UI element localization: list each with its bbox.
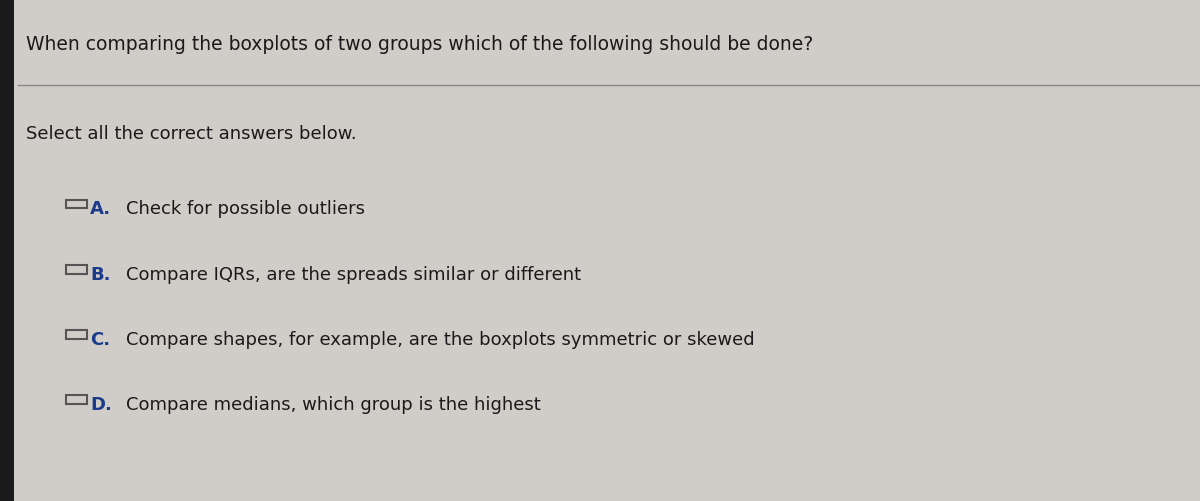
Text: Compare IQRs, are the spreads similar or different: Compare IQRs, are the spreads similar or… (126, 266, 581, 284)
Text: Select all the correct answers below.: Select all the correct answers below. (26, 125, 358, 143)
Text: When comparing the boxplots of two groups which of the following should be done?: When comparing the boxplots of two group… (26, 35, 814, 54)
Text: Check for possible outliers: Check for possible outliers (126, 200, 365, 218)
Text: Compare medians, which group is the highest: Compare medians, which group is the high… (126, 396, 541, 414)
Text: A.: A. (90, 200, 112, 218)
Text: Compare shapes, for example, are the boxplots symmetric or skewed: Compare shapes, for example, are the box… (126, 331, 755, 349)
Text: B.: B. (90, 266, 110, 284)
Text: D.: D. (90, 396, 112, 414)
FancyBboxPatch shape (0, 0, 14, 501)
Text: C.: C. (90, 331, 110, 349)
